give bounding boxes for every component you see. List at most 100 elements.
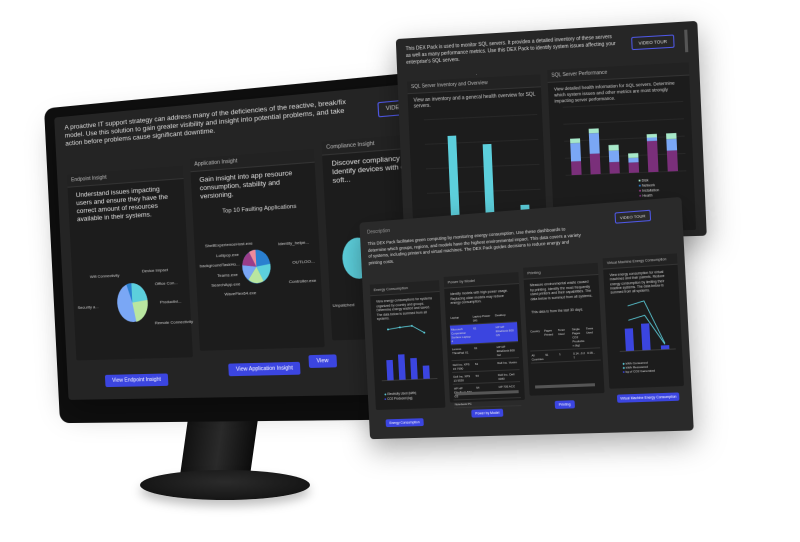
table-row[interactable]: All Countries 91 1 0.14...0.27 0.09... bbox=[530, 348, 601, 364]
table-cell: 61 bbox=[473, 325, 477, 330]
pie-label: Device Impact bbox=[141, 266, 169, 274]
card-text: View energy consumption for virtual mach… bbox=[609, 269, 665, 295]
chart-legend: ◆ kWh Consumed ◆ kWh Recovered ■ kg of C… bbox=[622, 360, 655, 374]
card-text: Understand issues impacting users and en… bbox=[75, 185, 169, 224]
legend-label: kg of CO2 Generated bbox=[625, 368, 656, 374]
table-row[interactable]: Notebook PC bbox=[453, 398, 522, 409]
line-point bbox=[387, 328, 389, 331]
bar-segment bbox=[608, 144, 619, 151]
pie-slice bbox=[241, 248, 272, 285]
table-cell: HP HP EliteDesk 800 G2 bbox=[496, 344, 515, 357]
bar-segment bbox=[570, 138, 581, 144]
bar bbox=[640, 323, 651, 351]
bar-segment bbox=[666, 150, 679, 172]
endpoint-insight-card: Endpoint Insight Understand issues impac… bbox=[66, 165, 194, 361]
pie-label: WaveFlex64.exe bbox=[224, 289, 257, 297]
pie-label: Security a... bbox=[77, 304, 99, 310]
gridline bbox=[427, 189, 540, 193]
view-endpoint-insight-button[interactable]: View Endpoint Insight bbox=[104, 373, 169, 388]
bar-segment bbox=[666, 132, 677, 140]
chart-legend: ■ Disk ■ Network ■ Installation ■ Health bbox=[638, 178, 659, 199]
pie-label: Remote Connectivity bbox=[154, 318, 194, 326]
bar-segment bbox=[588, 132, 600, 154]
monitor-stand-base bbox=[140, 470, 310, 500]
table-cell: 61 bbox=[474, 361, 479, 366]
legend-label: CO2 Produced (kg) bbox=[387, 395, 413, 401]
gridline bbox=[424, 114, 537, 119]
vm-energy-card: Virtual Machine Energy Consumption View … bbox=[602, 253, 685, 389]
chart-title: Top 10 Faulting Applications bbox=[222, 203, 297, 215]
bar bbox=[624, 328, 635, 352]
card-subtext: This data is from the last 30 days. bbox=[531, 307, 584, 315]
pie-label: OUTLOO... bbox=[292, 258, 315, 265]
monitor-screen: A proactive IT support strategy can addr… bbox=[44, 66, 497, 424]
chart-legend: ◆ Electricity Used (kWh) ■ CO2 Produced … bbox=[384, 391, 416, 401]
table-cell: Single Pages CO2 Production (kg) bbox=[571, 326, 585, 348]
bar-segment bbox=[628, 153, 639, 159]
top-faulting-apps-pie-chart bbox=[241, 248, 272, 285]
energy-description: This DEX Pack facilitates green computin… bbox=[367, 226, 581, 265]
bar-segment bbox=[646, 140, 659, 173]
legend-item: ■ kg of CO2 Generated bbox=[622, 368, 656, 374]
scrollbar[interactable] bbox=[684, 29, 689, 53]
pie-label: ShellExperienceHost.exe bbox=[204, 240, 253, 249]
bar bbox=[386, 359, 394, 381]
sql-performance-card: SQL Server Performance View detailed hea… bbox=[547, 62, 697, 234]
gridline bbox=[563, 119, 684, 125]
table-cell: Desktop bbox=[494, 312, 506, 317]
pie-slice bbox=[126, 283, 133, 303]
table-cell: Dell Inc. XPS 13 9530 bbox=[453, 373, 471, 383]
printing-button[interactable]: Printing bbox=[554, 400, 575, 409]
pie-label: Productivi... bbox=[159, 298, 182, 305]
table-cell bbox=[499, 400, 520, 405]
view-compliance-button[interactable]: View bbox=[308, 354, 337, 369]
pie-label: Unpatched bbox=[332, 301, 355, 309]
legend-label: Disk bbox=[641, 178, 649, 183]
gridline bbox=[425, 139, 538, 144]
power-by-model-button[interactable]: Power by Model bbox=[471, 408, 504, 418]
card-text: Identify models with high power usage. R… bbox=[450, 288, 509, 306]
bar-segment bbox=[609, 161, 620, 174]
table-cell: HP HP EliteDesk 800 G5 bbox=[495, 324, 514, 337]
table-cell bbox=[477, 400, 498, 405]
bar-segment bbox=[571, 161, 582, 176]
sql-description: This DEX Pack is used to monitor SQL ser… bbox=[405, 34, 616, 66]
energy-consumption-button[interactable]: Energy Consumption bbox=[385, 418, 424, 428]
table-cell: Pages Printed bbox=[543, 327, 554, 337]
pie-slice bbox=[131, 282, 148, 303]
sql-video-tour-button[interactable]: VIDEO TOUR bbox=[631, 34, 675, 51]
vm-energy-button[interactable]: Virtual Machine Energy Consumption bbox=[616, 392, 680, 403]
gridline bbox=[426, 164, 539, 168]
pie-slice bbox=[132, 299, 149, 323]
sql-dex-pack-panel: This DEX Pack is used to monitor SQL ser… bbox=[395, 20, 707, 245]
bar-segment bbox=[570, 142, 582, 162]
table-cell: 61 bbox=[474, 345, 478, 350]
table-cell: Laptop bbox=[450, 314, 460, 320]
bar-segment bbox=[588, 128, 599, 134]
bar bbox=[422, 365, 430, 380]
bar-segment bbox=[608, 150, 620, 163]
table-cell: Dell Inc. XPS 15 7590 bbox=[452, 361, 470, 371]
pie-label: SearchApp.exe bbox=[211, 281, 241, 288]
table-cell: Lenovo ThinkPad X1 bbox=[451, 346, 469, 355]
energy-video-tour-button[interactable]: VIDEO TOUR bbox=[614, 209, 651, 224]
table-cell: Laptop Power (W) bbox=[472, 313, 491, 323]
table-cell: 54 bbox=[475, 373, 479, 378]
table-cell: Microsoft Corporation Surface Laptop 4 bbox=[450, 326, 471, 343]
table-header: Country Pages Printed Toner Used Single Pag… bbox=[529, 323, 601, 352]
pie-label: backgroundTaskHo... bbox=[199, 261, 240, 269]
series-line bbox=[388, 325, 424, 334]
table-cell: Toner Used bbox=[557, 327, 565, 336]
pie-label: Identity_helpe... bbox=[277, 239, 310, 247]
application-insight-card: Application Insight Gain insight into ap… bbox=[189, 148, 325, 351]
table-cell: All Countries bbox=[531, 352, 544, 362]
table-cell: Country bbox=[530, 328, 540, 333]
horizontal-scrollbar[interactable] bbox=[535, 383, 596, 389]
bar-segment bbox=[646, 137, 658, 142]
sql-performance-stacked-bar-chart bbox=[557, 101, 687, 177]
view-application-insight-button[interactable]: View Application Insight bbox=[228, 361, 302, 377]
table-cell: Trees Used bbox=[585, 325, 594, 335]
table-cell: 1 bbox=[559, 351, 561, 356]
table-cell: 0.09... bbox=[587, 350, 596, 355]
